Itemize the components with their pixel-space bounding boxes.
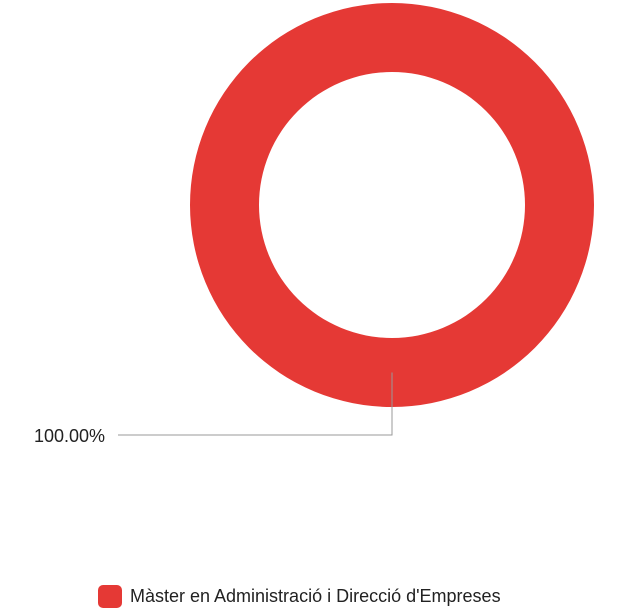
legend-label: Màster en Administració i Direcció d'Emp… — [130, 586, 501, 606]
slice-label: 100.00% — [34, 426, 105, 446]
donut-slice — [190, 3, 594, 407]
leader-line — [118, 372, 393, 436]
legend-swatch — [98, 585, 122, 608]
